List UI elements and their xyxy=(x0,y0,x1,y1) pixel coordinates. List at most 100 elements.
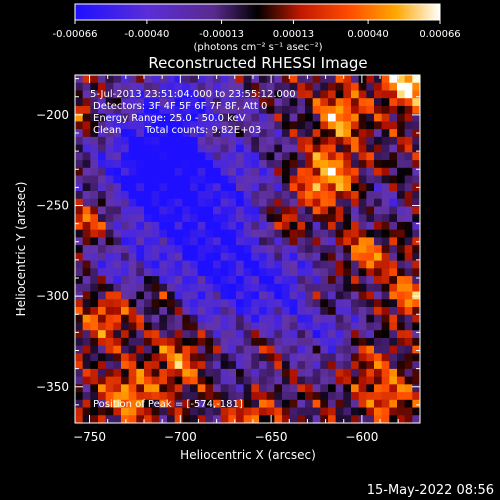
heatmap-cell xyxy=(412,361,420,370)
heatmap-cell xyxy=(351,144,360,153)
heatmap-cell xyxy=(90,407,99,416)
heatmap-cell xyxy=(389,314,398,324)
heatmap-cell xyxy=(113,407,122,416)
heatmap-cell xyxy=(205,283,214,293)
heatmap-cell xyxy=(358,121,367,130)
heatmap-cell xyxy=(220,268,229,277)
heatmap-cell xyxy=(335,307,344,316)
heatmap-cell xyxy=(251,368,260,378)
heatmap-cell xyxy=(98,361,107,370)
heatmap-cell xyxy=(75,214,84,223)
heatmap-cell xyxy=(197,353,206,362)
heatmap-cell xyxy=(113,136,122,146)
heatmap-cell xyxy=(251,82,260,92)
heatmap-cell xyxy=(251,113,260,122)
heatmap-cell xyxy=(289,376,298,385)
heatmap-cell xyxy=(159,129,168,138)
heatmap-cell xyxy=(282,345,291,354)
heatmap-cell xyxy=(381,268,390,277)
heatmap-cell xyxy=(328,353,337,362)
heatmap-cell xyxy=(113,198,122,208)
heatmap-cell xyxy=(151,260,160,269)
heatmap-cell xyxy=(90,276,99,285)
heatmap-cell xyxy=(305,214,314,223)
heatmap-cell xyxy=(174,160,183,169)
heatmap-cell xyxy=(305,144,314,153)
heatmap-cell xyxy=(121,260,130,269)
heatmap-cell xyxy=(128,330,137,339)
heatmap-cell xyxy=(159,144,168,153)
heatmap-cell xyxy=(159,376,168,385)
heatmap-cell xyxy=(182,283,191,293)
heatmap-cell xyxy=(205,245,214,254)
heatmap-cell xyxy=(151,221,160,231)
heatmap-cell xyxy=(128,206,137,215)
heatmap-cell xyxy=(197,407,206,416)
heatmap-cell xyxy=(236,314,245,324)
heatmap-cell xyxy=(266,384,275,393)
heatmap-cell xyxy=(243,237,252,246)
heatmap-cell xyxy=(312,260,321,269)
heatmap-cell xyxy=(205,198,214,208)
heatmap-cell xyxy=(320,268,329,277)
heatmap-cell xyxy=(105,113,114,122)
heatmap-cell xyxy=(389,221,398,231)
heatmap-cell xyxy=(397,314,406,324)
heatmap-cell xyxy=(236,75,245,84)
heatmap-cell xyxy=(151,183,160,192)
heatmap-cell xyxy=(121,175,130,184)
heatmap-cell xyxy=(128,237,137,246)
heatmap-cell xyxy=(75,136,84,146)
heatmap-cell xyxy=(128,191,137,200)
heatmap-cell xyxy=(335,368,344,378)
heatmap-cell xyxy=(343,276,352,285)
heatmap-cell xyxy=(151,136,160,146)
heatmap-cell xyxy=(228,175,237,184)
heatmap-cell xyxy=(266,368,275,378)
heatmap-cell xyxy=(243,307,252,316)
heatmap-cell xyxy=(266,283,275,293)
heatmap-cell xyxy=(82,260,91,269)
heatmap-cell xyxy=(113,191,122,200)
heatmap-cell xyxy=(305,136,314,146)
heatmap-cell xyxy=(358,283,367,293)
heatmap-cell xyxy=(144,260,153,269)
heatmap-cell xyxy=(121,345,130,354)
heatmap-cell xyxy=(190,299,199,308)
heatmap-cell xyxy=(397,82,406,92)
heatmap-cell xyxy=(82,113,91,122)
heatmap-cell xyxy=(404,337,413,347)
heatmap-cell xyxy=(320,214,329,223)
heatmap-cell xyxy=(289,407,298,416)
heatmap-cell xyxy=(190,98,199,107)
heatmap-cell xyxy=(297,121,306,130)
heatmap-cell xyxy=(151,237,160,246)
heatmap-cell xyxy=(389,198,398,208)
heatmap-cell xyxy=(381,167,390,177)
heatmap-cell xyxy=(213,353,222,362)
heatmap-cell xyxy=(328,322,337,331)
heatmap-cell xyxy=(397,276,406,285)
heatmap-cell xyxy=(335,221,344,231)
heatmap-cell xyxy=(205,144,214,153)
heatmap-cell xyxy=(121,136,130,146)
heatmap-cell xyxy=(297,384,306,393)
heatmap-cell xyxy=(297,245,306,254)
heatmap-cell xyxy=(174,206,183,215)
heatmap-cell xyxy=(266,260,275,269)
heatmap-cell xyxy=(381,322,390,331)
heatmap-cell xyxy=(243,337,252,347)
heatmap-cell xyxy=(297,392,306,401)
heatmap-cell xyxy=(266,407,275,416)
heatmap-cell xyxy=(305,407,314,416)
heatmap-cell xyxy=(159,136,168,146)
heatmap-cell xyxy=(381,283,390,293)
heatmap-cell xyxy=(259,144,268,153)
heatmap-cell xyxy=(289,245,298,254)
heatmap-cell xyxy=(220,384,229,393)
heatmap-cell xyxy=(75,82,84,92)
heatmap-cell xyxy=(236,82,245,92)
heatmap-cell xyxy=(82,229,91,238)
heatmap-cell xyxy=(228,252,237,262)
heatmap-cell xyxy=(105,82,114,92)
